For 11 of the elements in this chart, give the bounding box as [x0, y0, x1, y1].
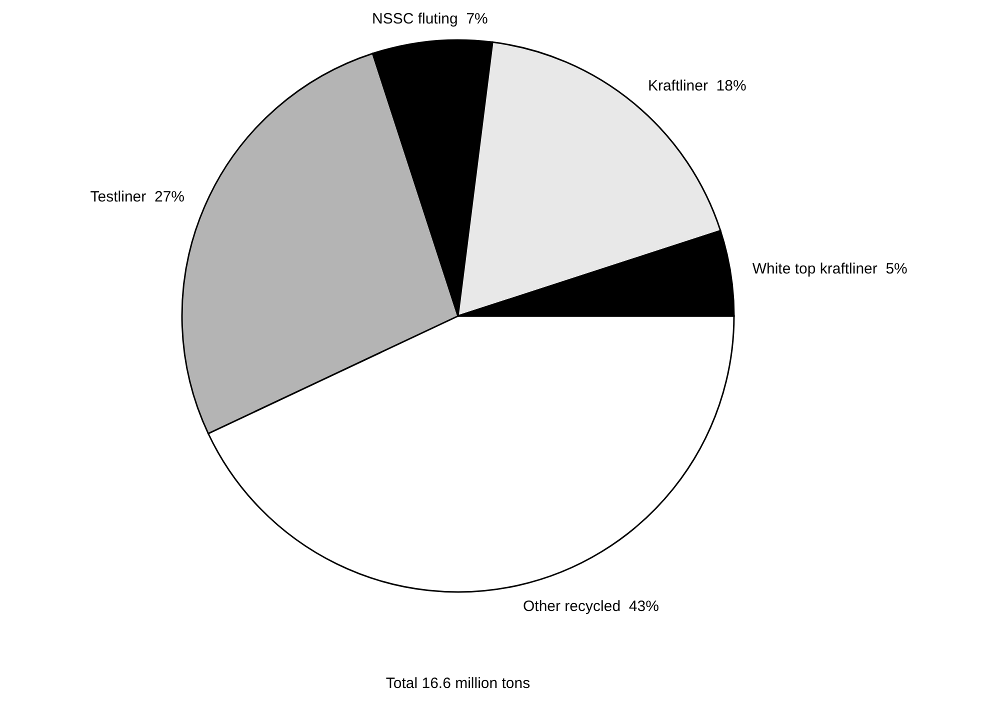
- slice-label: Testliner: [90, 188, 146, 206]
- data-label: 27%: [154, 188, 185, 206]
- slice-label: NSSC fluting: [372, 10, 458, 28]
- data-label: 7%: [466, 10, 488, 28]
- slice-label: Other recycled: [523, 598, 621, 615]
- data-label: 5%: [886, 260, 908, 278]
- data-label: 43%: [628, 598, 659, 615]
- slice-label: White top kraftliner: [752, 260, 878, 278]
- text: Total 16.6 million tons: [386, 675, 530, 692]
- data-label: 18%: [716, 77, 746, 94]
- slice-label: Kraftliner: [648, 77, 708, 94]
